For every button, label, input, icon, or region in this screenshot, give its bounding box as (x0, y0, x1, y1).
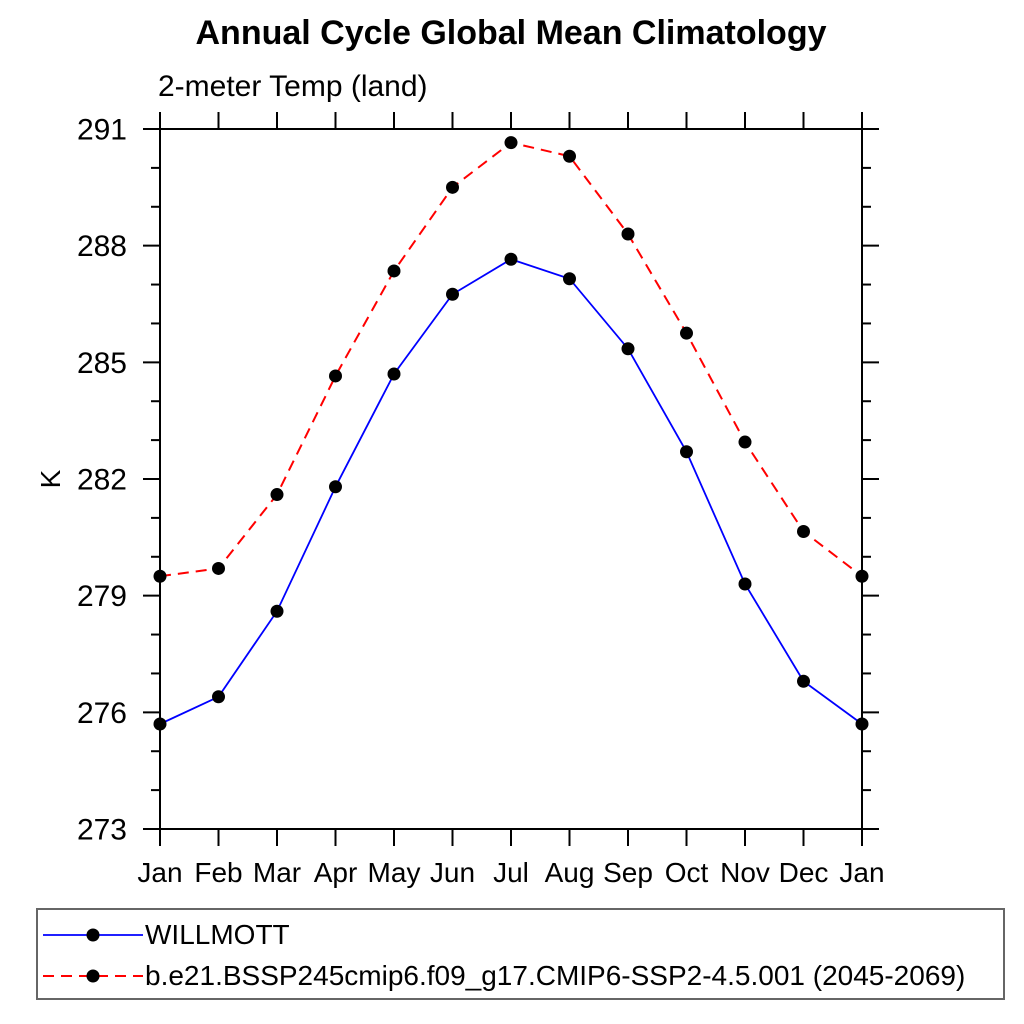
data-point-series0-Jul (504, 252, 518, 266)
data-point-series1-Nov (738, 435, 752, 449)
y-tick-label: 282 (77, 464, 127, 497)
legend-entry-willmott: WILLMOTT (41, 920, 290, 950)
data-point-series0-Jan (855, 717, 869, 731)
data-point-series0-Dec (797, 674, 810, 688)
x-tick-label: Jan (137, 857, 182, 888)
data-point-series1-Dec (797, 525, 810, 538)
plot-area: 273 276 279 282 285 288 291 Jan Feb Mar Apr May Jun J… (77, 112, 885, 888)
data-point-series0-Apr (329, 480, 342, 494)
data-point-series1-Jan (855, 569, 869, 583)
y-tick-label: 273 (77, 814, 127, 847)
series-line-0 (159, 258, 863, 725)
chart-title: Annual Cycle Global Mean Climatology (195, 14, 827, 52)
data-point-series0-May (387, 367, 401, 381)
data-point-series1-Aug (563, 149, 576, 163)
x-tick-label: Nov (720, 857, 770, 888)
x-tick-label: Aug (545, 857, 595, 888)
legend-swatch-dashed-line-icon (43, 969, 143, 983)
data-point-series0-Jan (153, 717, 167, 731)
data-point-series0-Feb (212, 690, 225, 704)
legend: WILLMOTT b.e21.BSSP245cmip6.f09_g17.CMIP… (36, 908, 1005, 1000)
x-tick-label: Jun (430, 857, 475, 888)
y-tick-label: 276 (77, 697, 127, 730)
legend-label: WILLMOTT (145, 919, 290, 950)
data-point-series1-Apr (329, 369, 342, 383)
x-tick-label: Oct (665, 857, 709, 888)
data-point-series0-Mar (270, 604, 284, 618)
x-tick-label: Feb (194, 857, 242, 888)
y-tick-label: 288 (77, 230, 127, 263)
legend-label: b.e21.BSSP245cmip6.f09_g17.CMIP6-SSP2-4.… (145, 960, 966, 991)
legend-entry-model: b.e21.BSSP245cmip6.f09_g17.CMIP6-SSP2-4.… (41, 961, 965, 991)
data-point-series1-Sep (621, 227, 635, 241)
x-tick-label: Jul (493, 857, 529, 888)
x-tick-label: May (368, 857, 421, 888)
data-point-series1-Oct (680, 326, 693, 340)
legend-swatch-solid-line-icon (43, 928, 143, 942)
x-tick-label: Jan (839, 857, 884, 888)
y-tick-label: 291 (77, 114, 127, 147)
x-tick-label: Apr (314, 857, 358, 888)
data-point-series0-Sep (621, 342, 635, 356)
data-point-series0-Nov (738, 577, 752, 591)
x-tick-label: Mar (253, 857, 301, 888)
data-point-series1-Jan (153, 569, 167, 583)
data-point-series1-May (387, 264, 401, 278)
y-tick-label: 285 (77, 347, 127, 380)
data-point-series0-Oct (680, 445, 693, 459)
chart-subtitle: 2-meter Temp (land) (158, 70, 428, 103)
series-line-1 (159, 141, 863, 578)
data-point-series1-Jul (504, 136, 518, 150)
data-point-series0-Aug (563, 272, 576, 286)
data-point-series0-Jun (446, 287, 459, 301)
x-tick-label: Sep (603, 857, 653, 888)
x-tick-label: Dec (779, 857, 829, 888)
y-tick-label: 279 (77, 580, 127, 613)
data-point-series1-Mar (270, 488, 284, 502)
plot-frame (159, 128, 863, 830)
data-point-series1-Jun (446, 180, 459, 194)
data-point-series1-Feb (212, 561, 225, 575)
